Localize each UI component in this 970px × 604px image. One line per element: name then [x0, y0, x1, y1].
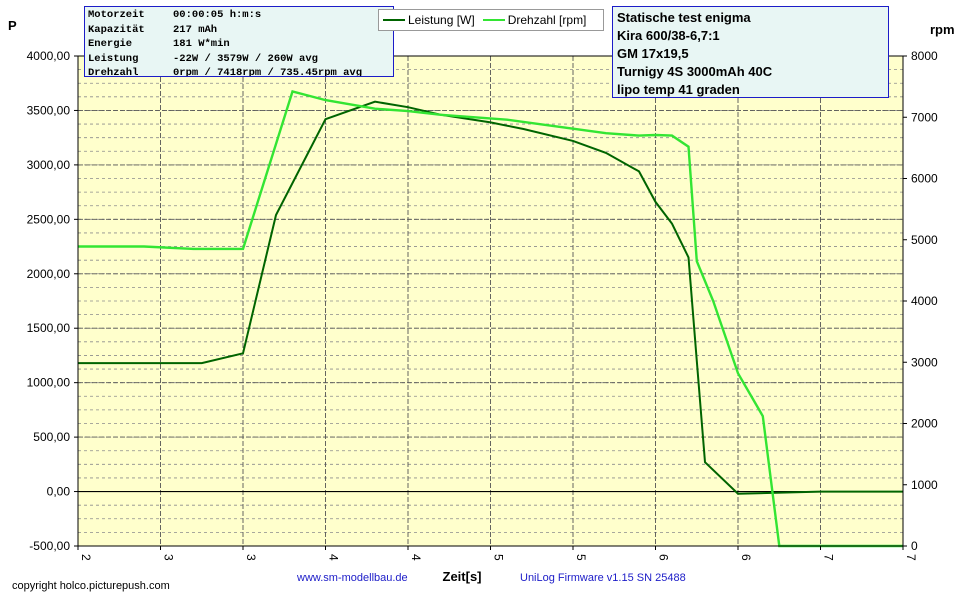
telemetry-info-box: Motorzeit 00:00:05 h:m:s Kapazität 217 mAh E… [84, 6, 394, 77]
series-line-leistung [78, 100, 903, 495]
y-left-tick-label: 3500,00 [27, 103, 71, 117]
y-right-tick-label: 5000 [911, 233, 938, 247]
info-row: Leistung -22W / 3579W / 260W avg [88, 53, 393, 68]
x-tick-label: 4 [327, 554, 341, 561]
note-line: GM 17x19,5 [617, 46, 689, 61]
firmware-text: UniLog Firmware v1.15 SN 25488 [520, 572, 686, 584]
test-notes-box: Statische test enigma Kira 600/38-6,7:1 GM… [612, 6, 889, 98]
info-row: Motorzeit 00:00:05 h:m:s [88, 9, 393, 24]
x-tick-label: 5 [492, 554, 506, 561]
y-right-tick-label: 2000 [911, 417, 938, 431]
x-tick-label: 3 [162, 554, 176, 561]
note-line: Kira 600/38-6,7:1 [617, 28, 720, 43]
series-line-drehzahl [78, 90, 903, 548]
x-tick-label: 2 [79, 554, 93, 561]
x-axis-label: Zeit[s] [443, 569, 482, 584]
x-tick-label: 6 [657, 554, 671, 561]
legend-label-drehzahl: Drehzahl [rpm] [507, 13, 587, 27]
y-right-tick-label: 6000 [911, 172, 938, 186]
grid [78, 56, 903, 546]
info-key: Motorzeit [88, 9, 145, 21]
y-left-tick-label: 2000,00 [27, 267, 71, 281]
series-layer [78, 90, 903, 548]
y-right-tick-label: 4000 [911, 294, 938, 308]
y-left-tick-label: 3000,00 [27, 158, 71, 172]
y-left-axis-label: P [8, 18, 17, 33]
y-right-tick-label: 3000 [911, 355, 938, 369]
info-value: -22W / 3579W / 260W avg [173, 52, 318, 65]
y-left-tick-label: 4000,00 [27, 49, 71, 63]
y-left-tick-label: -500,00 [29, 539, 70, 553]
website-link[interactable]: www.sm-modellbau.de [297, 572, 408, 584]
x-tick-label: 6 [739, 554, 753, 561]
y-left-tick-label: 1000,00 [27, 376, 71, 390]
tick-labels: -500,000,00500,001000,001500,002000,0025… [27, 49, 938, 561]
x-tick-label: 7 [822, 554, 836, 561]
x-tick-label: 7 [904, 554, 918, 561]
y-left-tick-label: 2500,00 [27, 212, 71, 226]
info-value: 181 W*min [173, 38, 230, 50]
info-key: Energie [88, 38, 133, 50]
y-right-tick-label: 7000 [911, 110, 938, 124]
note-line: Statische test enigma [617, 10, 751, 25]
legend-item-leistung: Leistung [W] [383, 13, 475, 27]
y-right-tick-label: 1000 [911, 478, 938, 492]
info-key: Drehzahl [88, 67, 139, 77]
y-left-tick-label: 1500,00 [27, 321, 71, 335]
y-left-tick-label: 500,00 [33, 430, 70, 444]
y-right-axis-label: rpm [930, 22, 955, 37]
legend-swatch-leistung [383, 19, 405, 21]
x-tick-label: 3 [244, 554, 258, 561]
legend-item-drehzahl: Drehzahl [rpm] [482, 13, 587, 27]
y-left-tick-label: 0,00 [47, 485, 71, 499]
info-value: 0rpm / 7418rpm / 735.45rpm avg [173, 67, 363, 77]
copyright-text: copyright holco.picturepush.com [12, 580, 170, 592]
x-tick-label: 5 [574, 554, 588, 561]
info-key: Kapazität [88, 23, 145, 36]
info-value: 217 mAh [173, 23, 218, 36]
note-line: lipo temp 41 graden [617, 82, 740, 97]
y-right-tick-label: 8000 [911, 49, 938, 63]
note-line: Turnigy 4S 3000mAh 40C [617, 64, 773, 79]
info-value: 00:00:05 h:m:s [173, 9, 262, 21]
legend-swatch-drehzahl [482, 19, 505, 21]
x-tick-label: 4 [409, 554, 423, 561]
legend-label-leistung: Leistung [W] [408, 13, 475, 27]
info-row: Energie 181 W*min [88, 38, 393, 53]
info-row: Kapazität 217 mAh [88, 24, 393, 39]
info-key: Leistung [88, 52, 139, 65]
y-right-tick-label: 0 [911, 539, 918, 553]
legend: Leistung [W] Drehzahl [rpm] [378, 9, 604, 31]
info-row: Drehzahl 0rpm / 7418rpm / 735.45rpm avg [88, 67, 393, 77]
